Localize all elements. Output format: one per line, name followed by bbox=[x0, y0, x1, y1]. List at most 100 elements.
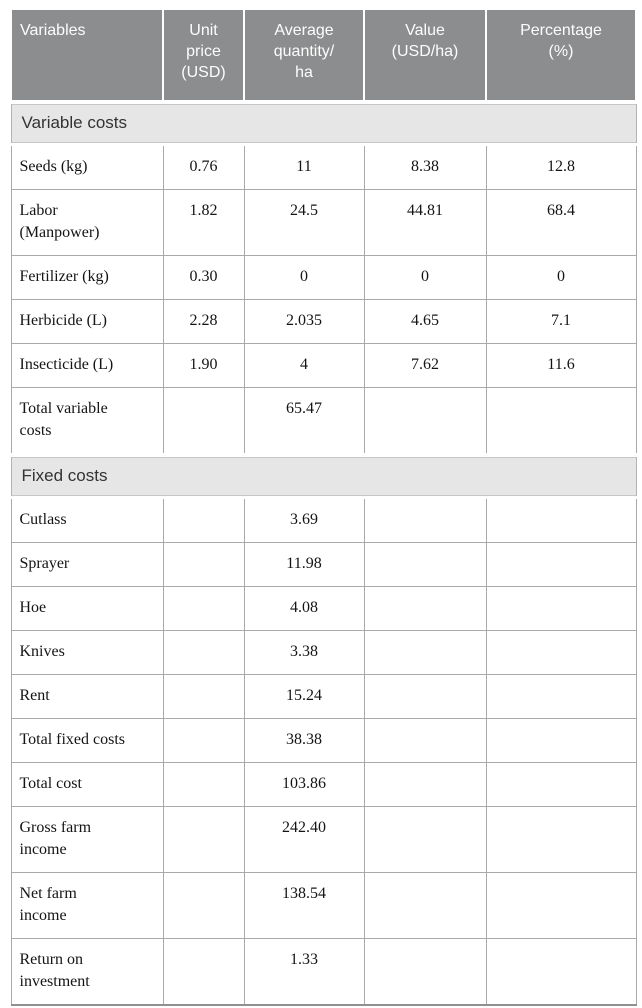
cell-value bbox=[363, 630, 487, 675]
cell-label: Insecticide (L) bbox=[10, 343, 164, 388]
row-gross-farm-income: Gross farm income 242.40 bbox=[10, 806, 637, 873]
cell-avg-quantity: 103.86 bbox=[243, 762, 365, 807]
row-rent: Rent 15.24 bbox=[10, 674, 637, 719]
cell-unit-price: 2.28 bbox=[162, 299, 245, 344]
cell-avg-quantity: 11.98 bbox=[243, 542, 365, 587]
cell-label: Net farm income bbox=[10, 872, 164, 939]
cell-label: Total variable costs bbox=[10, 387, 164, 456]
row-total-fixed-costs: Total fixed costs 38.38 bbox=[10, 718, 637, 763]
section-header-fixed-costs: Fixed costs bbox=[10, 453, 637, 499]
cell-avg-quantity: 1.33 bbox=[243, 938, 365, 1006]
cell-percentage bbox=[485, 718, 637, 763]
row-total-cost: Total cost 103.86 bbox=[10, 762, 637, 807]
cell-avg-quantity: 4.08 bbox=[243, 586, 365, 631]
cell-label: Sprayer bbox=[10, 542, 164, 587]
cell-label: Labor (Manpower) bbox=[10, 189, 164, 256]
row-hoe: Hoe 4.08 bbox=[10, 586, 637, 631]
cell-percentage bbox=[485, 806, 637, 873]
row-seeds: Seeds (kg) 0.76 11 8.38 12.8 bbox=[10, 144, 637, 190]
cell-unit-price bbox=[162, 872, 245, 939]
row-insecticide: Insecticide (L) 1.90 4 7.62 11.6 bbox=[10, 343, 637, 388]
cell-unit-price: 0.76 bbox=[162, 144, 245, 190]
section-title: Fixed costs bbox=[10, 453, 637, 499]
cell-label: Cutlass bbox=[10, 497, 164, 543]
col-header-percentage: Percentage (%) bbox=[485, 8, 637, 103]
cost-table: Variables Unit price (USD) Average quant… bbox=[10, 8, 637, 1006]
cell-avg-quantity: 38.38 bbox=[243, 718, 365, 763]
cell-value bbox=[363, 762, 487, 807]
row-return-on-investment: Return on investment 1.33 bbox=[10, 938, 637, 1006]
col-header-variables: Variables bbox=[10, 8, 164, 103]
cell-value: 8.38 bbox=[363, 144, 487, 190]
cell-value: 0 bbox=[363, 255, 487, 300]
cell-label: Knives bbox=[10, 630, 164, 675]
cell-percentage bbox=[485, 872, 637, 939]
cell-value: 4.65 bbox=[363, 299, 487, 344]
cell-unit-price: 0.30 bbox=[162, 255, 245, 300]
section-header-variable-costs: Variable costs bbox=[10, 100, 637, 146]
section-title: Variable costs bbox=[10, 100, 637, 146]
cell-percentage bbox=[485, 674, 637, 719]
cell-value bbox=[363, 938, 487, 1006]
cell-value bbox=[363, 674, 487, 719]
cell-value: 44.81 bbox=[363, 189, 487, 256]
cell-value bbox=[363, 497, 487, 543]
cell-avg-quantity: 242.40 bbox=[243, 806, 365, 873]
cell-label: Hoe bbox=[10, 586, 164, 631]
header-row: Variables Unit price (USD) Average quant… bbox=[10, 8, 637, 103]
cell-unit-price bbox=[162, 387, 245, 456]
cell-percentage bbox=[485, 586, 637, 631]
cell-avg-quantity: 0 bbox=[243, 255, 365, 300]
cell-unit-price bbox=[162, 586, 245, 631]
row-knives: Knives 3.38 bbox=[10, 630, 637, 675]
cell-percentage bbox=[485, 938, 637, 1006]
cell-percentage: 12.8 bbox=[485, 144, 637, 190]
cell-value bbox=[363, 718, 487, 763]
cell-unit-price: 1.90 bbox=[162, 343, 245, 388]
cell-value bbox=[363, 872, 487, 939]
cell-percentage bbox=[485, 387, 637, 456]
cell-label: Return on investment bbox=[10, 938, 164, 1006]
cell-percentage: 0 bbox=[485, 255, 637, 300]
cell-percentage bbox=[485, 542, 637, 587]
cell-avg-quantity: 3.38 bbox=[243, 630, 365, 675]
cell-label: Fertilizer (kg) bbox=[10, 255, 164, 300]
cell-unit-price: 1.82 bbox=[162, 189, 245, 256]
cell-avg-quantity: 4 bbox=[243, 343, 365, 388]
cell-percentage: 7.1 bbox=[485, 299, 637, 344]
cell-percentage: 68.4 bbox=[485, 189, 637, 256]
cell-label: Total cost bbox=[10, 762, 164, 807]
cell-label: Seeds (kg) bbox=[10, 144, 164, 190]
row-net-farm-income: Net farm income 138.54 bbox=[10, 872, 637, 939]
row-cutlass: Cutlass 3.69 bbox=[10, 497, 637, 543]
row-fertilizer: Fertilizer (kg) 0.30 0 0 0 bbox=[10, 255, 637, 300]
cell-unit-price bbox=[162, 674, 245, 719]
cell-percentage: 11.6 bbox=[485, 343, 637, 388]
cell-unit-price bbox=[162, 762, 245, 807]
cell-label: Gross farm income bbox=[10, 806, 164, 873]
col-header-value: Value (USD/ha) bbox=[363, 8, 487, 103]
cell-value bbox=[363, 806, 487, 873]
cell-label: Total fixed costs bbox=[10, 718, 164, 763]
cell-unit-price bbox=[162, 630, 245, 675]
row-labor: Labor (Manpower) 1.82 24.5 44.81 68.4 bbox=[10, 189, 637, 256]
cell-percentage bbox=[485, 762, 637, 807]
cell-avg-quantity: 65.47 bbox=[243, 387, 365, 456]
cell-percentage bbox=[485, 497, 637, 543]
cell-avg-quantity: 24.5 bbox=[243, 189, 365, 256]
row-total-variable-costs: Total variable costs 65.47 bbox=[10, 387, 637, 456]
cell-label: Rent bbox=[10, 674, 164, 719]
cell-value bbox=[363, 387, 487, 456]
cell-percentage bbox=[485, 630, 637, 675]
cell-unit-price bbox=[162, 542, 245, 587]
cell-unit-price bbox=[162, 938, 245, 1006]
cell-avg-quantity: 3.69 bbox=[243, 497, 365, 543]
cell-unit-price bbox=[162, 806, 245, 873]
cell-avg-quantity: 138.54 bbox=[243, 872, 365, 939]
cell-avg-quantity: 15.24 bbox=[243, 674, 365, 719]
cell-value: 7.62 bbox=[363, 343, 487, 388]
row-herbicide: Herbicide (L) 2.28 2.035 4.65 7.1 bbox=[10, 299, 637, 344]
row-sprayer: Sprayer 11.98 bbox=[10, 542, 637, 587]
cell-value bbox=[363, 542, 487, 587]
